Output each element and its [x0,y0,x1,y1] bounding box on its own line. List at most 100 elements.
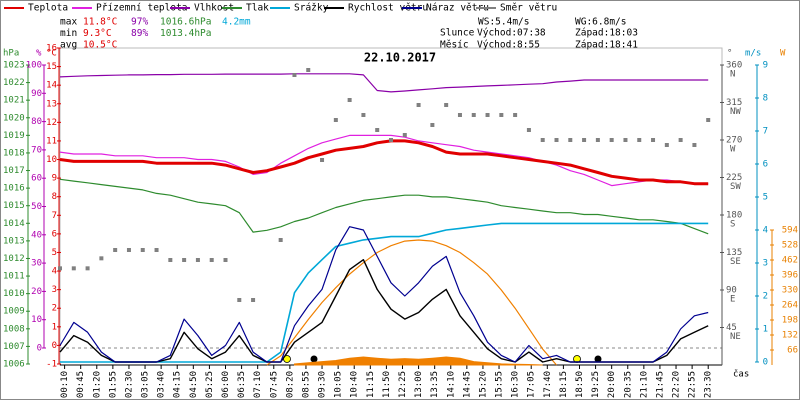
x-tick-label: 09:30 [318,371,328,398]
y-axis-label: % [36,49,42,59]
y-tick-label: 11 [46,136,57,146]
y-tick-label: 66 [787,346,798,356]
y-tick-label: 6 [763,160,768,170]
x-tick-label: 04:15 [173,371,183,398]
y-tick-label: 1007 [3,342,25,352]
stats-value: 11.8°C [83,17,117,28]
series-point [85,266,90,271]
series-point [402,133,407,137]
x-tick-label: 03:05 [141,371,151,398]
x-tick-label: 17:05 [527,371,537,398]
series-point [526,128,531,132]
series-point [706,118,711,122]
stats-value: 9.3°C [83,28,112,39]
x-tick-label: 04:50 [189,371,199,398]
y-tick-note: NW [730,107,741,117]
x-tick-label: 15:55 [495,371,505,398]
y-tick-label: 100 [26,61,42,71]
sun-label: Slunce [440,28,475,39]
y-tick-label: 1011 [3,272,25,282]
series-line [59,139,709,186]
legend-label: Rychlost větru [348,3,428,14]
series-point [182,258,187,262]
y-tick-label: 198 [782,316,798,326]
series-line [60,222,709,363]
y-tick-label: 0 [763,358,768,368]
series-point [540,138,545,142]
y-tick-label: 1009 [3,307,25,317]
y-axis-label: °C [46,49,57,59]
y-tick-label: 2 [763,292,768,302]
y-tick-label: 40 [31,230,42,240]
y-tick-label: 462 [782,256,798,266]
legend-label: Směr větru [500,3,557,14]
series-point [223,258,228,262]
x-tick-label: 23:30 [704,371,714,398]
x-tick-label: 22:20 [672,371,682,398]
x-tick-label: 00:10 [60,371,70,398]
x-tick-label: 03:40 [157,371,167,398]
moon-label: Měsíc [440,40,469,51]
x-tick-label: 08:55 [301,371,311,398]
moonset: Západ:18:41 [575,40,638,51]
y-tick-note: E [730,295,735,305]
y-tick-label: 5 [763,193,768,203]
y-tick-label: 1019 [3,131,25,141]
y-tick-label: 315 [726,98,742,108]
y-tick-label: 1021 [3,96,25,106]
y-tick-label: 0 [37,344,42,354]
y-tick-label: 264 [782,301,798,311]
y-tick-label: 1016 [3,184,25,194]
series-point [237,298,242,302]
chart-title: 22.10.2017 [364,51,436,65]
y-tick-label: 528 [782,241,798,251]
series-point [678,138,683,142]
y-tick-label: 1014 [3,219,25,229]
y-tick-label: 7 [52,211,57,221]
y-tick-label: 1012 [3,254,25,264]
series-point [168,258,173,262]
y-tick-label: 7 [763,127,768,137]
x-tick-label: 13:00 [414,371,424,398]
stats-value: 10.5°C [83,40,117,51]
x-tick-label: 11:50 [382,371,392,398]
moonset-icon [594,355,602,363]
y-tick-note: NE [730,332,741,342]
x-tick-label: 21:45 [655,371,665,398]
series-point [71,266,76,271]
series-point [623,138,628,142]
series-point [430,123,435,127]
moonrise-icon [310,355,318,363]
y-tick-label: 4 [52,267,57,277]
x-tick-label: 10:40 [350,371,360,398]
y-tick-note: SE [730,257,741,267]
y-tick-label: 1008 [3,324,25,334]
y-axis-label: W [780,49,786,59]
series-point [99,256,104,261]
series-point [209,258,214,262]
x-tick-label: 18:15 [559,371,569,398]
series-point [389,138,393,142]
series-point [554,138,559,142]
x-tick-label: 02:30 [124,371,134,398]
x-tick-label: 20:00 [607,371,617,398]
x-tick-label: 06:35 [237,371,247,398]
series-point [499,113,504,117]
y-tick-label: 1013 [3,236,25,246]
x-tick-label: 00:45 [76,371,86,398]
legend-label: Srážky [294,3,329,14]
y-tick-label: 12 [46,118,57,128]
y-tick-label: 5 [52,248,57,258]
y-tick-label: 1 [763,325,768,335]
series-point [333,118,338,122]
y-tick-label: 10 [31,315,42,325]
y-tick-label: 330 [782,286,798,296]
x-tick-label: 21:10 [639,371,649,398]
y-tick-label: 1017 [3,166,25,176]
y-tick-label: 1020 [3,113,25,123]
y-tick-label: 132 [782,331,798,341]
y-tick-label: 14 [46,81,57,91]
series-point [568,138,573,142]
stats-value: 1016.6hPa [160,17,211,28]
